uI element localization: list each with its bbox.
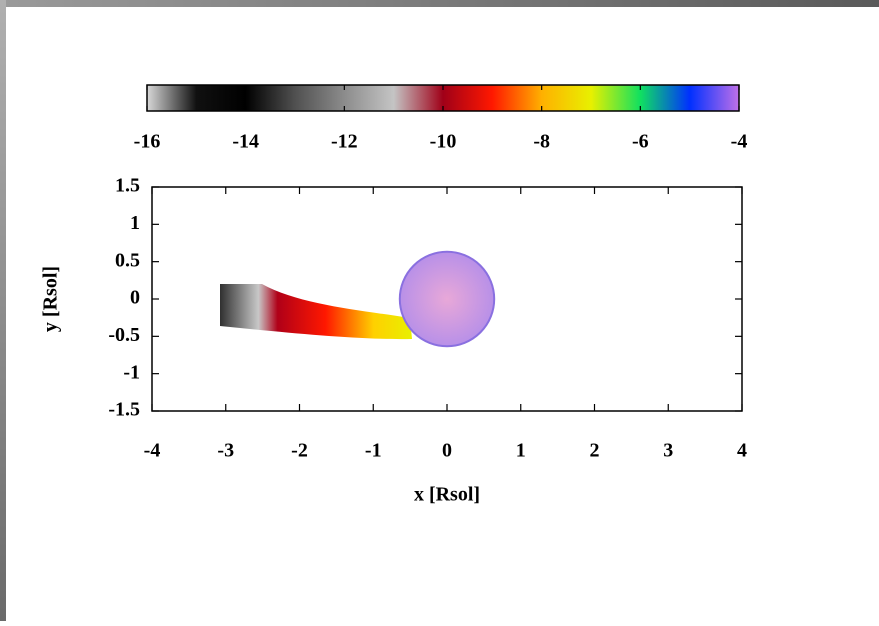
x-tick-label: -4 [144,440,161,462]
x-tick-label: -1 [365,440,382,462]
chart: x [Rsol] y [Rsol] -16-14-12-10-8-6-4-4-3… [0,0,879,621]
y-tick-label: 1.5 [115,175,140,197]
colorbar-tick-label: -8 [533,131,550,153]
colorbar-tick-label: -12 [331,131,358,153]
x-tick-label: 3 [663,440,673,462]
x-tick-label: 2 [590,440,600,462]
frame-top [0,0,879,7]
x-tick-label: 1 [516,440,526,462]
y-tick-label: -1 [123,361,140,383]
colorbar-tick-label: -14 [232,131,259,153]
y-tick-label: 0 [130,287,140,309]
stream [220,284,412,339]
star [400,252,494,346]
y-tick-label: 1 [130,212,140,234]
x-tick-label: 0 [442,440,452,462]
x-tick-label: 4 [737,440,747,462]
y-tick-label: -0.5 [108,324,140,346]
frame-left [0,0,6,621]
colorbar-tick-label: -6 [632,131,649,153]
y-axis-label: y [Rsol] [40,266,62,332]
x-axis-label: x [Rsol] [414,484,480,506]
y-tick-label: -1.5 [108,399,140,421]
colorbar-tick-label: -4 [731,131,748,153]
colorbar-tick-label: -16 [134,131,161,153]
y-tick-label: 0.5 [115,249,140,271]
colorbar-tick-label: -10 [430,131,457,153]
x-tick-label: -2 [291,440,308,462]
x-tick-label: -3 [217,440,234,462]
page: x [Rsol] y [Rsol] -16-14-12-10-8-6-4-4-3… [0,0,879,626]
